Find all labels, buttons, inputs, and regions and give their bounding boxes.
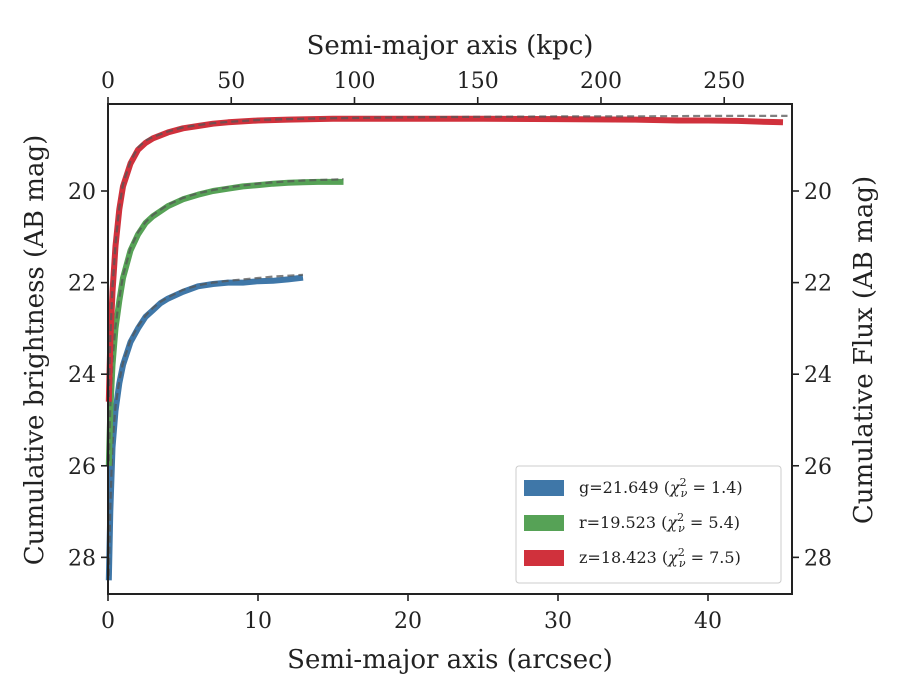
legend: g=21.649 (χ2 ν = 1.4) r=19.523 (χ2 ν = 5.4)…: [515, 465, 782, 584]
x-tick-label: 40: [694, 609, 722, 634]
legend-label-0: g=21.649 (χ2 ν = 1.4): [579, 476, 743, 500]
model-line-1: [107, 178, 344, 462]
x2-tick-label: 200: [580, 69, 622, 94]
y2-tick-label: 20: [804, 180, 832, 205]
x2-tick-label: 250: [703, 69, 745, 94]
y-tick-label: 24: [68, 363, 96, 388]
series-line-1: [105, 178, 344, 466]
y-tick-label: 26: [68, 455, 96, 480]
x2-tick-label: 150: [457, 69, 499, 94]
legend-label-1: r=19.523 (χ2 ν = 5.4): [579, 511, 740, 535]
legend-swatch-1: [524, 515, 564, 531]
x2-tick-label: 0: [101, 69, 115, 94]
plot-frame: [107, 103, 793, 595]
y2-tick-label: 28: [804, 546, 832, 571]
y-tick-label: 20: [68, 180, 96, 205]
model-line-2: [107, 114, 788, 398]
y2-tick-label: 22: [804, 272, 832, 297]
x2-tick-label: 100: [333, 69, 375, 94]
y2-tick-label: 26: [804, 455, 832, 480]
x-tick-label: 0: [101, 609, 115, 634]
y-tick-label: 28: [68, 546, 96, 571]
model-line-0: [107, 273, 304, 576]
y2-tick-label: 24: [804, 363, 832, 388]
x-tick-label: 20: [394, 609, 422, 634]
x2-tick-label: 50: [217, 69, 245, 94]
legend-label-2: z=18.423 (χ2 ν = 7.5): [579, 546, 741, 570]
y2-axis-ticks: 20 22 24 26 28: [792, 180, 832, 571]
legend-swatch-0: [524, 480, 564, 496]
x-tick-label: 30: [544, 609, 572, 634]
legend-box: [515, 465, 782, 584]
x2-axis-title: Semi-major axis (kpc): [307, 31, 594, 61]
y-axis-ticks: 20 22 24 26 28: [68, 180, 108, 571]
x2-axis-ticks: 0 50 100 150 200 250: [101, 69, 745, 104]
x-tick-label: 10: [244, 609, 272, 634]
series-layer: [105, 114, 788, 581]
y-tick-label: 22: [68, 272, 96, 297]
legend-swatch-2: [524, 550, 564, 566]
y2-axis-title: Cumulative Flux (AB mag): [849, 176, 879, 524]
y-axis-title: Cumulative brightness (AB mag): [20, 135, 50, 566]
x-axis-title: Semi-major axis (arcsec): [287, 645, 613, 675]
x-axis-ticks: 0 10 20 30 40: [101, 594, 722, 634]
